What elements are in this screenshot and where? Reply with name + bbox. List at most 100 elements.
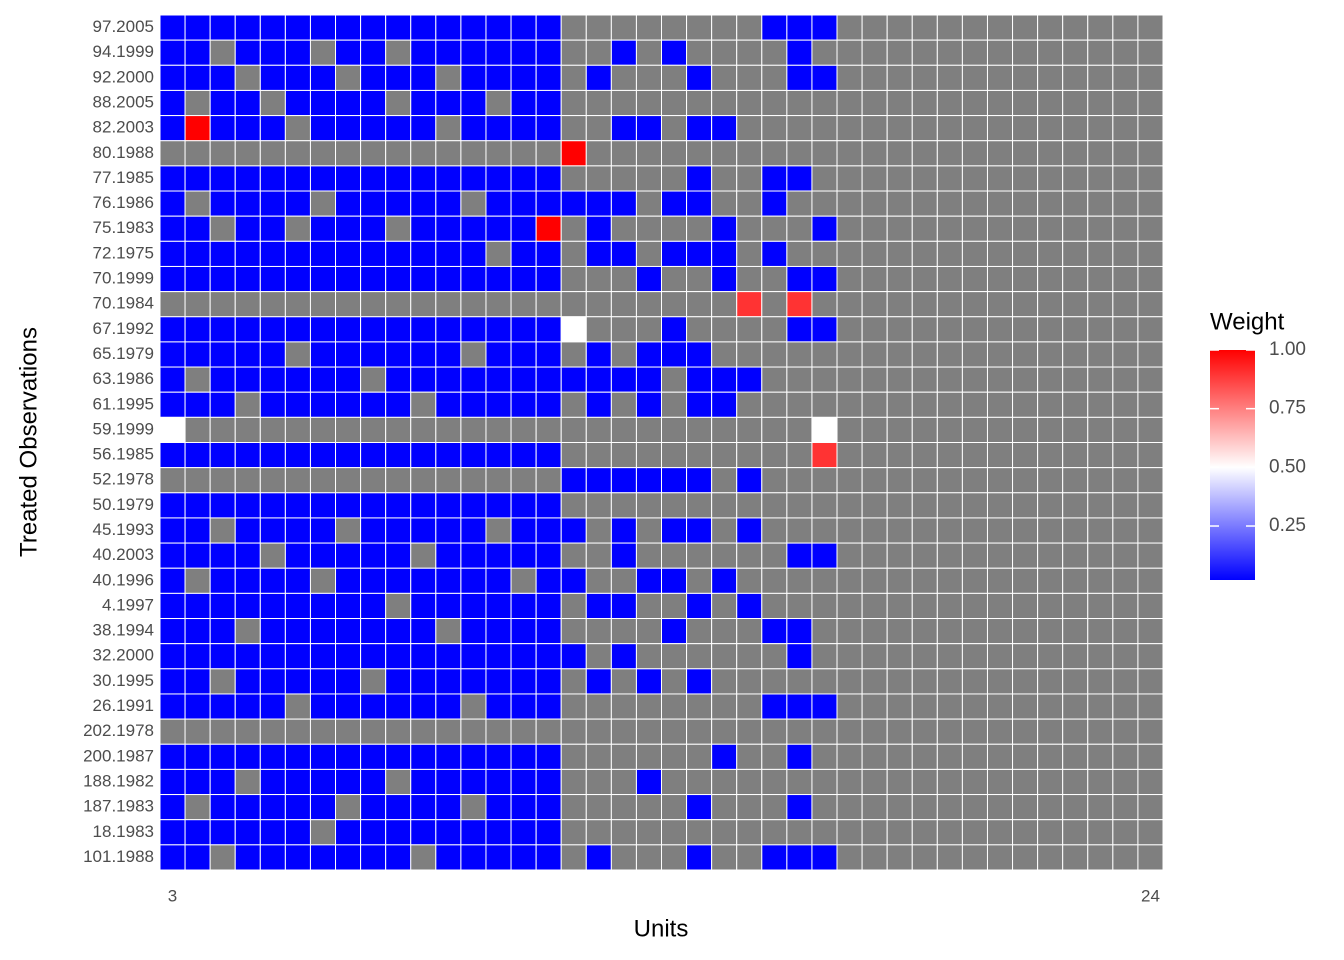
na-tile — [234, 768, 261, 796]
tile — [661, 517, 688, 544]
na-tile — [1112, 718, 1139, 745]
na-tile — [911, 316, 938, 343]
tile — [234, 819, 261, 846]
tile — [510, 39, 537, 66]
tile — [234, 794, 261, 821]
na-tile — [661, 291, 688, 318]
na-tile — [309, 467, 337, 494]
na-tile — [1037, 316, 1064, 343]
na-tile — [1037, 643, 1064, 670]
na-tile — [836, 215, 863, 242]
na-tile — [911, 567, 938, 594]
na-tile — [886, 14, 913, 41]
na-tile — [811, 743, 838, 770]
na-tile — [911, 165, 938, 192]
na-tile — [1037, 140, 1064, 167]
na-tile — [1037, 416, 1064, 443]
tile — [234, 89, 261, 117]
tile — [234, 316, 261, 343]
na-tile — [661, 844, 688, 871]
na-tile — [1112, 89, 1139, 117]
na-tile — [560, 768, 587, 796]
na-tile — [986, 316, 1014, 343]
na-tile — [886, 819, 913, 846]
na-tile — [535, 291, 562, 318]
tile — [661, 190, 688, 217]
na-tile — [184, 291, 211, 318]
na-tile — [811, 768, 838, 796]
na-tile — [234, 416, 261, 443]
tile — [510, 517, 537, 544]
tile — [535, 115, 562, 142]
na-tile — [1137, 517, 1164, 544]
na-tile — [1087, 115, 1114, 142]
na-tile — [711, 819, 738, 846]
na-tile — [836, 844, 863, 871]
na-tile — [234, 291, 261, 318]
na-tile — [635, 240, 662, 267]
na-tile — [736, 39, 763, 66]
na-tile — [309, 567, 337, 594]
tile — [460, 542, 487, 569]
tile — [686, 366, 713, 393]
na-tile — [284, 215, 311, 242]
na-tile — [961, 542, 988, 569]
tile — [535, 693, 562, 720]
tile — [585, 341, 612, 368]
tile — [385, 743, 412, 770]
tile — [385, 567, 412, 594]
na-tile — [661, 643, 688, 670]
tile — [485, 794, 512, 821]
na-tile — [1012, 592, 1039, 620]
na-tile — [911, 64, 938, 91]
na-tile — [610, 768, 637, 796]
na-tile — [836, 668, 863, 695]
na-tile — [1037, 89, 1064, 117]
tile — [635, 265, 662, 293]
tile — [259, 14, 286, 41]
tile — [736, 467, 763, 494]
na-tile — [711, 794, 738, 821]
na-tile — [1087, 768, 1114, 796]
tile — [711, 215, 738, 242]
na-tile — [1062, 165, 1089, 192]
na-tile — [861, 693, 888, 720]
na-tile — [1062, 643, 1089, 670]
tile — [510, 442, 537, 469]
tile — [510, 542, 537, 569]
tile — [309, 517, 337, 544]
na-tile — [1112, 165, 1139, 192]
na-tile — [1012, 341, 1039, 368]
na-tile — [360, 366, 387, 393]
na-tile — [836, 115, 863, 142]
na-tile — [886, 643, 913, 670]
na-tile — [410, 718, 437, 745]
tile — [535, 240, 562, 267]
tile — [435, 165, 462, 192]
tile — [259, 618, 286, 645]
na-tile — [610, 140, 637, 167]
tile — [360, 567, 387, 594]
tile — [686, 794, 713, 821]
tile — [385, 165, 412, 192]
tile — [335, 391, 362, 418]
tile — [335, 265, 362, 293]
tile — [234, 366, 261, 393]
na-tile — [861, 89, 888, 117]
na-tile — [936, 618, 963, 645]
tile — [510, 592, 537, 620]
na-tile — [234, 718, 261, 745]
na-tile — [1012, 39, 1039, 66]
na-tile — [1062, 517, 1089, 544]
color-bar — [1210, 350, 1255, 580]
na-tile — [1012, 265, 1039, 293]
tile — [309, 64, 337, 91]
tile — [610, 240, 637, 267]
na-tile — [635, 316, 662, 343]
na-tile — [711, 316, 738, 343]
na-tile — [811, 668, 838, 695]
tile — [535, 768, 562, 796]
tile — [159, 743, 186, 770]
na-tile — [560, 794, 587, 821]
y-tick-label: 200.1987 — [83, 746, 154, 765]
